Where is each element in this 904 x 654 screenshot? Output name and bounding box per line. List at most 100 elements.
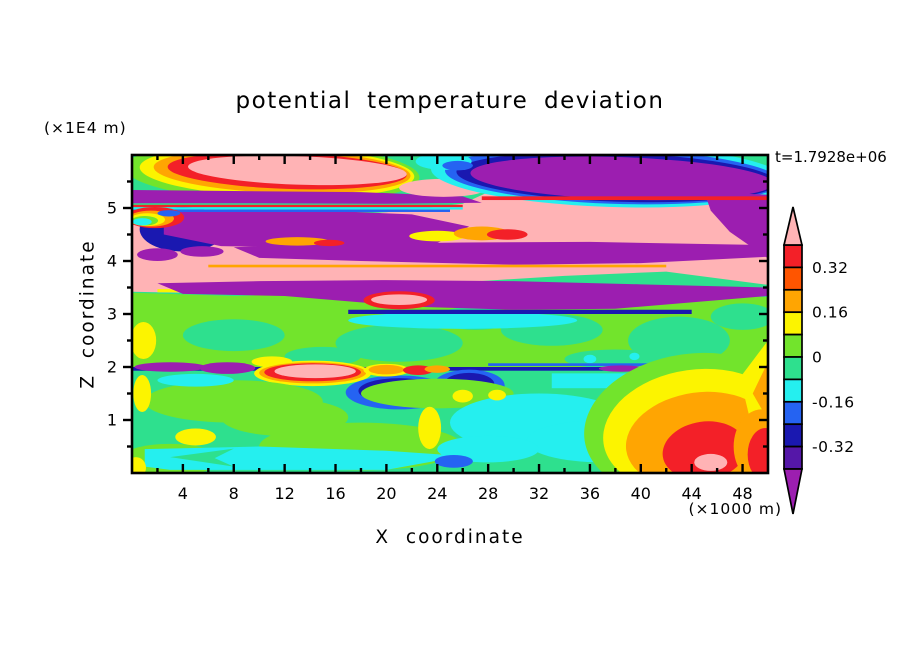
colorbar-label: 0 xyxy=(812,349,822,367)
field-region xyxy=(434,454,473,468)
colorbar-segment xyxy=(783,333,803,358)
z-axis-label: Z coordinate xyxy=(77,239,99,389)
colorbar-segment xyxy=(783,400,803,426)
field-region xyxy=(132,207,463,210)
colorbar-labels: 0.32 0.16 0 -0.16 -0.32 xyxy=(812,259,855,456)
x-axis-label: X coordinate xyxy=(375,527,525,548)
x-tick-label: 48 xyxy=(732,484,752,503)
field-region xyxy=(221,398,349,436)
axis-ticks xyxy=(123,155,768,473)
field-region xyxy=(583,354,597,364)
field-region xyxy=(348,309,692,314)
field-region xyxy=(747,427,768,473)
field-region xyxy=(132,457,146,473)
field-region xyxy=(132,367,768,371)
field-region xyxy=(132,209,450,212)
field-region xyxy=(694,453,728,471)
field-region xyxy=(409,230,466,242)
plot-title: potential temperature deviation xyxy=(235,88,665,114)
contour-field xyxy=(132,155,768,473)
colorbar xyxy=(782,206,804,515)
field-region xyxy=(418,406,442,450)
field-region xyxy=(133,374,152,413)
time-label: t=1.7928e+06 xyxy=(775,148,887,166)
field-region xyxy=(274,364,356,379)
field-region xyxy=(481,196,768,201)
field-region xyxy=(452,389,473,403)
field-region xyxy=(180,246,224,257)
field-region xyxy=(313,239,345,247)
field-region xyxy=(175,428,216,446)
field-region xyxy=(157,210,181,217)
z-tick-label: 2 xyxy=(107,358,117,377)
field-region xyxy=(486,229,528,240)
field-region xyxy=(134,362,206,372)
field-region xyxy=(740,340,768,431)
z-tick-label: 4 xyxy=(107,252,117,271)
field-region xyxy=(170,448,234,467)
field-region xyxy=(752,361,768,420)
field-region xyxy=(704,192,768,259)
x-tick-label: 28 xyxy=(478,484,498,503)
field-region xyxy=(199,362,256,374)
field-region xyxy=(163,209,470,249)
x-tick-label: 36 xyxy=(580,484,600,503)
colorbar-segment xyxy=(783,378,803,403)
z-tick-label: 5 xyxy=(107,199,117,218)
colorbar-segment xyxy=(783,311,803,336)
field-region xyxy=(157,373,234,387)
x-tick-label: 8 xyxy=(229,484,239,503)
field-region xyxy=(208,264,667,268)
field-region xyxy=(132,204,463,208)
plot-frame xyxy=(130,153,770,475)
x-tick-label: 16 xyxy=(325,484,345,503)
field-region xyxy=(182,319,285,352)
colorbar-segment xyxy=(783,288,803,314)
field-region xyxy=(348,311,578,329)
colorbar-segment xyxy=(783,445,803,470)
field-region xyxy=(488,389,506,401)
field-region xyxy=(710,303,768,330)
field-region xyxy=(132,189,482,204)
colorbar-segment xyxy=(783,266,803,291)
colorbar-segment xyxy=(783,423,803,448)
field-region xyxy=(628,316,730,365)
field-region xyxy=(132,218,152,226)
field-region xyxy=(629,352,640,361)
field-region xyxy=(132,321,157,360)
x-tick-label: 24 xyxy=(427,484,447,503)
field-region xyxy=(137,248,178,261)
x-tick-label: 44 xyxy=(682,484,702,503)
field-region xyxy=(424,365,450,373)
field-region xyxy=(360,378,514,409)
field-region xyxy=(442,160,473,171)
colorbar-segment xyxy=(783,244,803,269)
x-tick-label: 40 xyxy=(631,484,651,503)
field-region xyxy=(188,155,407,186)
field-region xyxy=(335,324,463,362)
field-region xyxy=(368,364,405,375)
z-tick-label: 1 xyxy=(107,411,117,430)
colorbar-label: -0.32 xyxy=(812,438,855,456)
x-tick-label: 12 xyxy=(274,484,294,503)
colorbar-label: -0.16 xyxy=(812,393,855,411)
field-region xyxy=(157,280,768,310)
x-axis-unit: (×1000 m) xyxy=(688,500,782,518)
z-tick-label: 3 xyxy=(107,305,117,324)
x-tick-label: 20 xyxy=(376,484,396,503)
colorbar-label: 0.16 xyxy=(812,304,849,322)
field-region xyxy=(233,241,768,265)
field-region xyxy=(371,294,428,305)
colorbar-over-arrow xyxy=(782,206,804,246)
field-region xyxy=(265,237,330,246)
field-region xyxy=(470,156,768,201)
x-tick-label: 4 xyxy=(178,484,188,503)
colorbar-label: 0.32 xyxy=(812,259,849,277)
field-region xyxy=(488,363,768,366)
colorbar-segment xyxy=(783,356,803,381)
colorbar-under-arrow xyxy=(782,468,804,515)
x-tick-label: 32 xyxy=(529,484,549,503)
z-axis-unit: (×1E4 m) xyxy=(44,119,127,137)
